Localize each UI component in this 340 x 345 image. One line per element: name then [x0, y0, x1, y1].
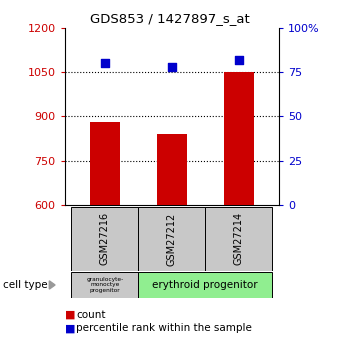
Point [169, 64, 174, 69]
Text: ■: ■ [65, 310, 75, 319]
Point [236, 57, 241, 62]
Bar [138, 207, 205, 271]
Bar [71, 272, 138, 298]
Bar [205, 207, 272, 271]
Bar [157, 134, 187, 205]
Bar [138, 272, 272, 298]
Point [102, 60, 107, 66]
Bar [224, 72, 254, 205]
Text: cell type: cell type [3, 280, 48, 290]
Text: erythroid progenitor: erythroid progenitor [152, 280, 258, 290]
Text: GSM27216: GSM27216 [100, 213, 110, 265]
Bar [71, 207, 138, 271]
Text: GDS853 / 1427897_s_at: GDS853 / 1427897_s_at [90, 12, 250, 25]
Text: GSM27214: GSM27214 [234, 213, 244, 265]
Text: GSM27212: GSM27212 [167, 212, 177, 266]
Text: count: count [76, 310, 106, 319]
Text: percentile rank within the sample: percentile rank within the sample [76, 324, 252, 333]
Polygon shape [49, 281, 55, 289]
Text: granulocyte-
monoctye
progenitor: granulocyte- monoctye progenitor [86, 277, 123, 293]
Bar [90, 122, 120, 205]
Text: ■: ■ [65, 324, 75, 333]
